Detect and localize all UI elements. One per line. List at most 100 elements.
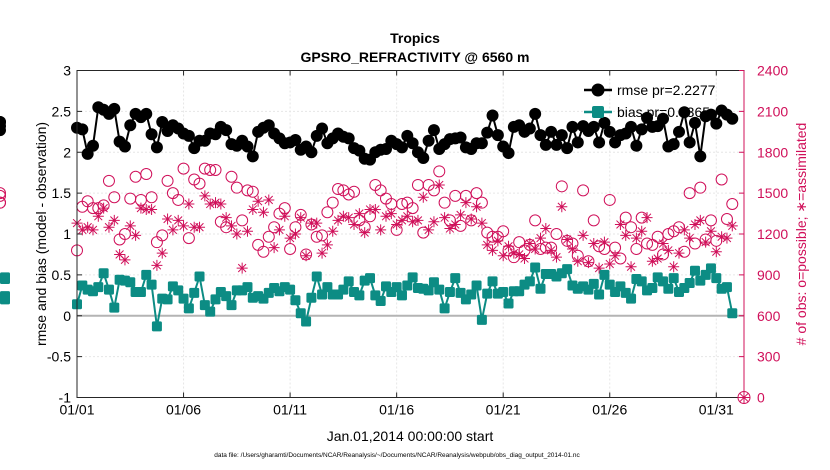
bias-point [354,290,365,301]
y-right-tick-label: 300 [757,349,781,365]
obs-possible-point [587,214,600,227]
bias-point [365,273,376,284]
obs-possible-point [321,206,334,219]
bias-point [407,272,418,283]
obs-assimilated-point [225,220,237,232]
obs-assimilated-point [646,255,658,267]
obs-possible-point [316,229,329,242]
obs-assimilated-point [119,254,131,266]
rmse-point [704,108,717,121]
obs-assimilated-point [726,220,738,232]
obs-assimilated-point [604,258,616,270]
rmse-point [502,147,515,160]
rmse-point [667,138,680,151]
bias-point [524,276,535,287]
rmse-point [145,128,158,141]
bias-point [466,289,477,300]
obs-possible-point [529,214,542,227]
rmse-point [587,120,600,133]
y-tick-label: 3 [63,63,71,79]
obs-assimilated-point [700,236,712,248]
bias-point [391,282,402,293]
rmse-point [598,116,611,129]
bias-point [626,293,637,304]
bias-point [588,278,599,289]
obs-possible-point [438,196,451,209]
obs-assimilated-point [673,247,685,259]
obs-possible-point [577,184,590,197]
obs-assimilated-point [550,251,562,263]
rmse-point [529,107,542,120]
rmse-point [555,129,568,142]
obs-assimilated-point [380,210,392,222]
obs-assimilated-point [108,214,120,226]
rmse-point [688,116,701,129]
obs-assimilated-point [460,197,472,209]
bias-point [689,265,700,276]
rmse-point [0,116,6,129]
rmse-point [539,138,552,151]
rmse-point [150,141,163,154]
bias-point [285,284,296,295]
rmse-point [673,125,686,138]
rmse-point [635,123,648,136]
obs-assimilated-point [465,213,477,225]
obs-possible-point [241,184,254,197]
rmse-point [710,117,723,130]
bias-point [684,278,695,289]
bias-point [439,303,450,314]
obs-assimilated-point [556,201,568,213]
bias-point [226,300,237,311]
x-tick-label: 01/21 [486,402,521,418]
bias-point [471,280,482,291]
obs-assimilated-point [199,190,211,202]
obs-possible-point [348,185,361,198]
rmse-point [289,133,302,146]
bias-point [103,284,114,295]
obs-assimilated-point [183,198,195,210]
obs-assimilated-point [721,232,733,244]
obs-assimilated-point [684,232,696,244]
rmse-point [523,122,536,135]
obs-assimilated-point [407,216,419,228]
legend: rmse pr=2.2277 bias pr=0.3365 [584,82,716,120]
obs-assimilated-point [231,228,243,240]
y-right-tick-label: 0 [757,390,765,406]
bias-point [487,276,498,287]
bias-point [178,293,189,304]
y-tick-label: 0.5 [52,267,72,283]
rmse-point [545,125,558,138]
obs-assimilated-point [284,232,296,244]
rmse-point [246,150,259,163]
obs-assimilated-point [598,236,610,248]
obs-possible-point [193,177,206,190]
obs-assimilated-point [652,253,664,265]
obs-possible-point [118,228,131,240]
obs-assimilated-point [620,229,632,241]
obs-possible-point [406,202,419,215]
y-tick-label: -0.5 [47,349,71,365]
obs-possible-point [555,180,568,193]
bias-point [125,277,136,288]
y-right-tick-label: 2100 [757,103,788,119]
bias-point [375,296,386,307]
rmse-point [108,102,121,115]
obs-possible-point [0,187,6,200]
bias-point [450,273,461,284]
obs-assimilated-point [529,243,541,255]
obs-assimilated-point [497,250,509,262]
obs-assimilated-point [657,238,669,250]
obs-assimilated-point [716,231,728,243]
obs-assimilated-point [519,253,531,265]
bias-point [295,308,306,319]
obs-possible-point [0,196,6,209]
obs-assimilated-point [423,224,435,236]
rmse-point [657,112,670,125]
x-tick-label: 01/06 [166,402,201,418]
bias-point [141,269,152,280]
rmse-point [603,125,616,138]
obs-possible-point [177,162,190,175]
obs-assimilated-point [433,179,445,191]
bias-point [311,271,322,282]
obs-assimilated-point [428,216,440,228]
